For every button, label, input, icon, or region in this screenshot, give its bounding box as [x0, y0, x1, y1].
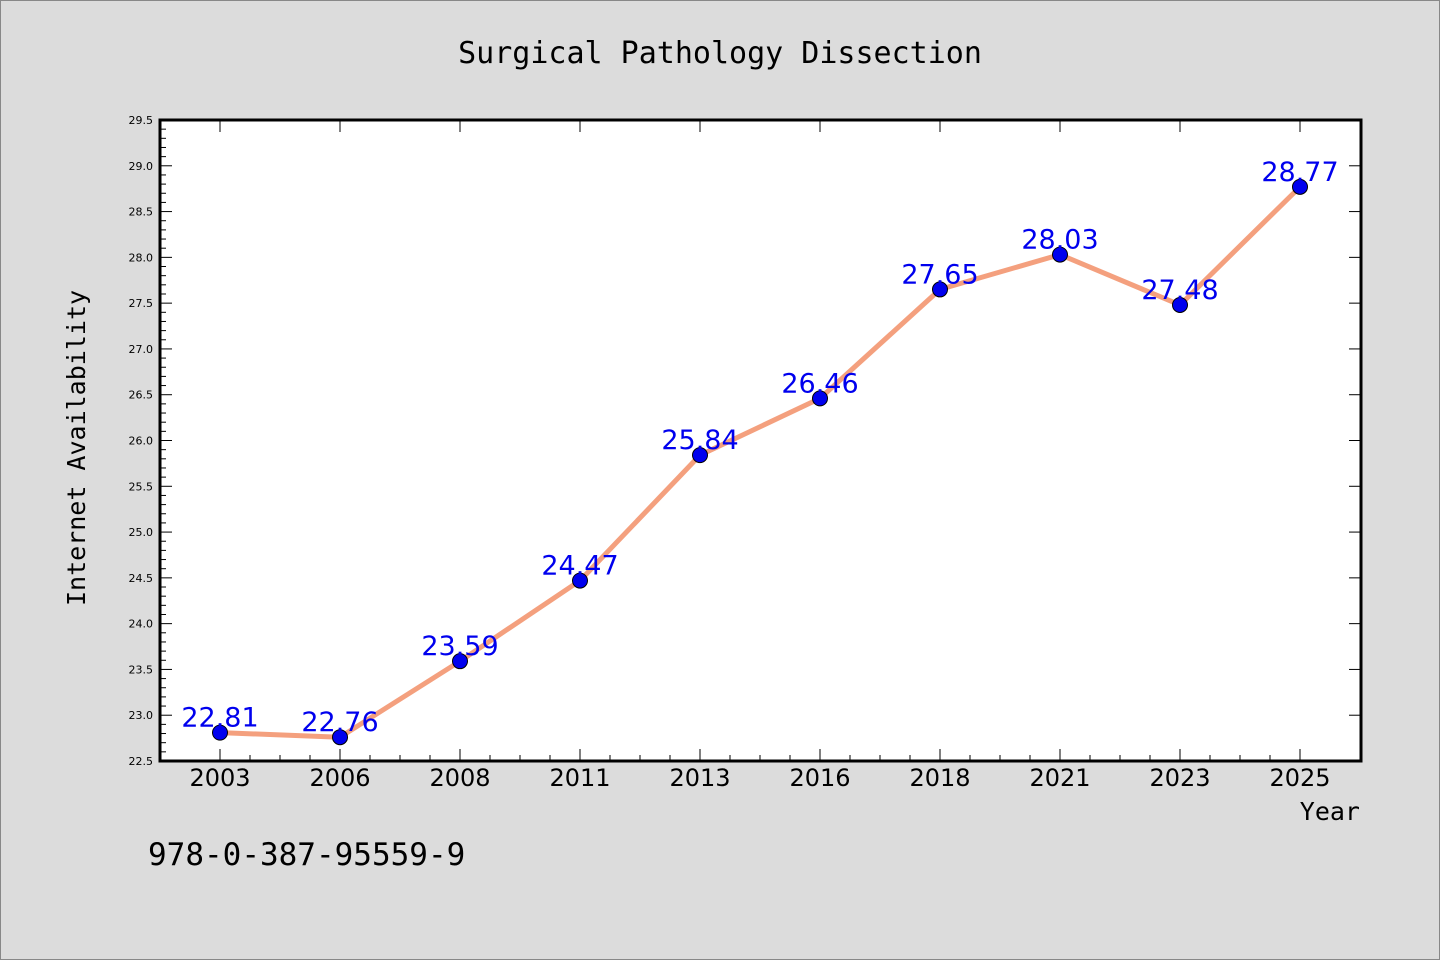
y-tick-label: 27.0: [129, 343, 154, 356]
y-tick-label: 24.0: [129, 618, 154, 631]
data-point: [692, 447, 708, 464]
data-point: [932, 281, 948, 298]
data-label: 28.03: [1021, 225, 1098, 256]
data-label: 28.77: [1261, 157, 1338, 188]
x-axis-label: Year: [1300, 797, 1360, 826]
y-tick-label: 26.5: [129, 389, 154, 402]
y-tick-label: 23.0: [129, 709, 154, 722]
data-point: [1052, 246, 1068, 263]
y-tick-label: 28.5: [129, 206, 154, 219]
data-point: [572, 572, 588, 589]
x-tick-label: 2003: [189, 764, 250, 792]
y-tick-label: 29.0: [129, 160, 154, 173]
x-tick-label: 2021: [1029, 764, 1090, 792]
x-tick-label: 2008: [429, 764, 490, 792]
y-tick-label: 25.0: [129, 526, 154, 539]
isbn-text: 978-0-387-95559-9: [148, 837, 465, 873]
x-tick-label: 2023: [1149, 764, 1210, 792]
data-label: 22.76: [301, 707, 378, 738]
x-tick-label: 2016: [789, 764, 850, 792]
data-label: 22.81: [181, 703, 258, 734]
y-axis-label: Internet Availability: [62, 290, 91, 606]
plot-area: [158, 118, 1363, 763]
data-label: 23.59: [421, 631, 498, 662]
y-tick-label: 26.0: [129, 435, 154, 448]
data-label: 25.84: [661, 425, 738, 456]
data-label: 24.47: [541, 551, 618, 582]
data-point: [1292, 178, 1308, 195]
y-tick-label: 22.5: [129, 755, 154, 768]
data-label: 26.46: [781, 368, 858, 399]
x-tick-label: 2018: [909, 764, 970, 792]
data-point: [812, 390, 828, 407]
y-tick-label: 27.5: [129, 297, 154, 310]
data-point: [1172, 296, 1188, 313]
series-layer: 22.81 22.76 23.59 24.47 25.84 26.46 27.65 28.03…: [181, 157, 1339, 746]
x-tick-label: 2013: [669, 764, 730, 792]
data-point: [332, 729, 348, 746]
chart-title: Surgical Pathology Dissection: [458, 36, 982, 71]
x-tick-label: 2025: [1269, 764, 1330, 792]
x-tick-label: 2011: [549, 764, 610, 792]
y-tick-label: 29.5: [129, 114, 154, 127]
data-point: [212, 724, 228, 741]
series-line: [217, 184, 1303, 740]
data-label: 27.65: [901, 259, 978, 290]
y-tick-label: 25.5: [129, 480, 154, 493]
y-tick-label: 23.5: [129, 663, 154, 676]
y-tick-label: 24.5: [129, 572, 154, 585]
data-label: 27.48: [1141, 275, 1218, 306]
y-tick-label: 28.0: [129, 251, 154, 264]
x-axis: 2003 2006 2008 2011 2013 2016 2018 2021 2023 2025: [189, 120, 1331, 792]
data-point: [452, 653, 468, 670]
x-tick-label: 2006: [309, 764, 370, 792]
y-axis: 22.5 23.0 23.5 24.0 24.5 25.0 25.5 26.0 26.5 27.0…: [129, 114, 1361, 768]
